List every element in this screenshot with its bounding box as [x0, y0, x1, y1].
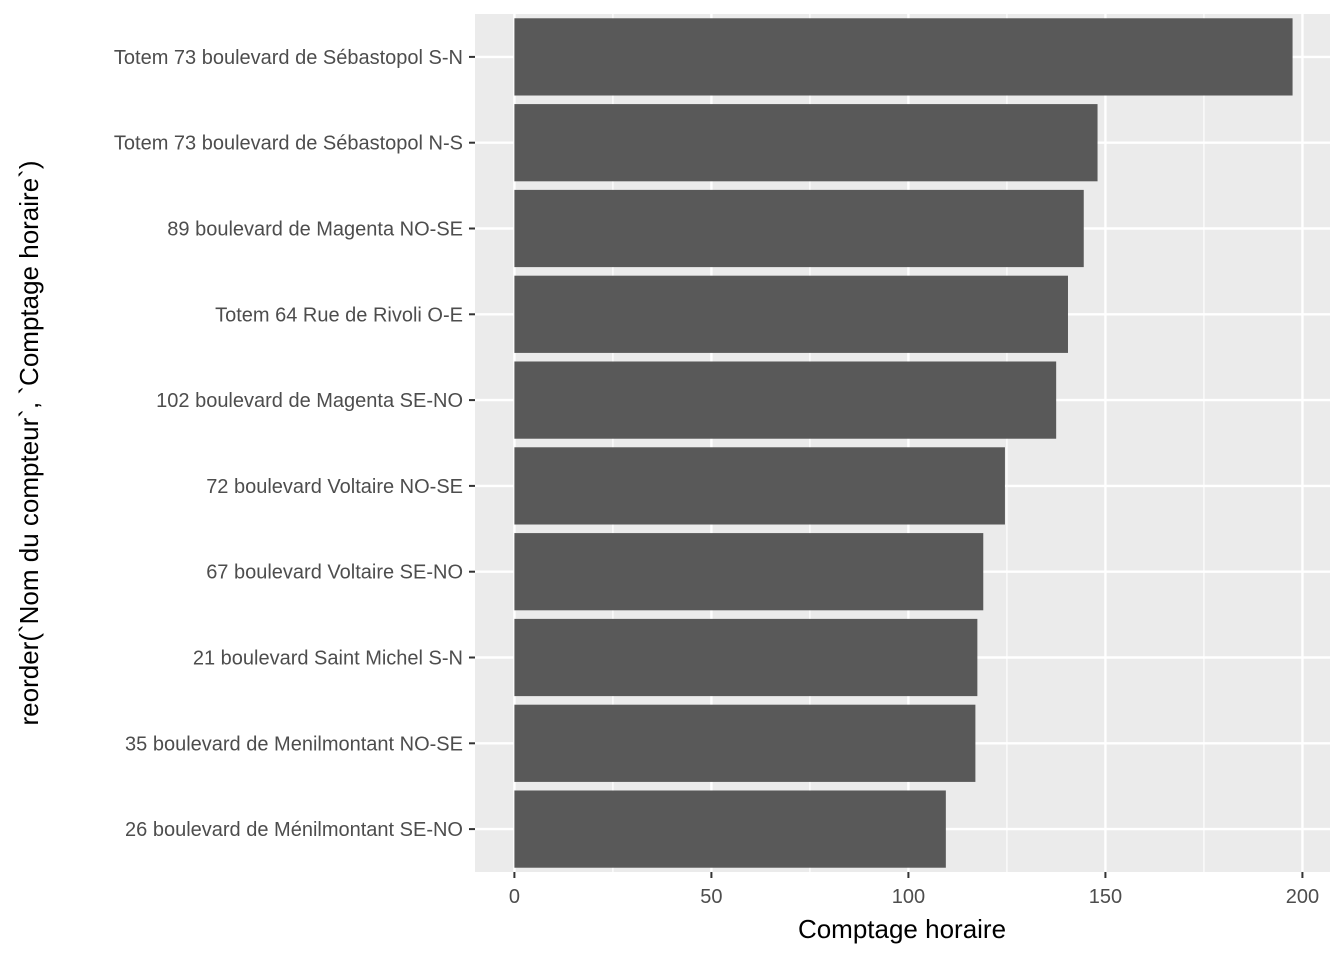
x-tick-label: 100	[892, 886, 925, 908]
y-axis-ticks: Totem 73 boulevard de Sébastopol S-N Tote…	[114, 47, 475, 841]
bar	[514, 618, 978, 697]
y-tick-label: 89 boulevard de Magenta NO-SE	[167, 219, 463, 241]
x-tick-label: 150	[1089, 886, 1122, 908]
y-tick-label: Totem 64 Rue de Rivoli O-E	[215, 304, 463, 326]
y-tick-label: Totem 73 boulevard de Sébastopol N-S	[114, 133, 463, 155]
bar	[514, 104, 1098, 182]
bar	[514, 18, 1293, 96]
y-tick-label: 26 boulevard de Ménilmontant SE-NO	[125, 819, 463, 841]
bar	[514, 189, 1084, 268]
bar	[514, 704, 976, 782]
y-axis-title: reorder(`Nom du compteur`, `Comptage hor…	[14, 161, 44, 726]
bar	[514, 447, 1005, 525]
x-axis-title: Comptage horaire	[798, 914, 1006, 944]
y-tick-label: 21 boulevard Saint Michel S-N	[193, 648, 463, 670]
bar	[514, 275, 1068, 353]
x-axis-ticks: 0 50 100 150 200	[509, 872, 1319, 908]
bars	[514, 18, 1293, 868]
y-tick-label: 102 boulevard de Magenta SE-NO	[156, 390, 463, 412]
x-tick-label: 200	[1286, 886, 1319, 908]
y-tick-label: 35 boulevard de Menilmontant NO-SE	[125, 733, 463, 755]
y-tick-label: Totem 73 boulevard de Sébastopol S-N	[114, 47, 463, 69]
bar	[514, 790, 946, 868]
bar	[514, 533, 984, 611]
y-tick-label: 72 boulevard Voltaire NO-SE	[206, 476, 463, 498]
y-tick-label: 67 boulevard Voltaire SE-NO	[206, 562, 463, 584]
bar	[514, 361, 1057, 439]
x-tick-label: 0	[509, 886, 520, 908]
x-tick-label: 50	[700, 886, 722, 908]
